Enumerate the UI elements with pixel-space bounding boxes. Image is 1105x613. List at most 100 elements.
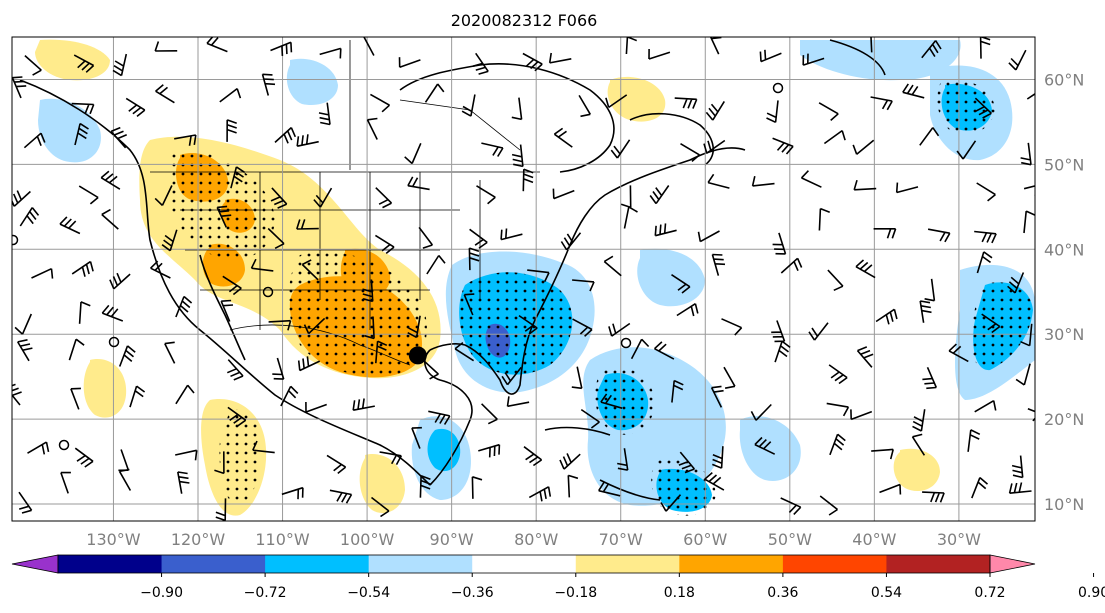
graticule: [12, 37, 1035, 521]
wind-barb: [552, 188, 575, 200]
latitude-labels: 60°N 50°N 40°N 30°N 20°N 10°N: [1044, 70, 1084, 514]
wind-barb: [164, 341, 176, 364]
wind-barb: [215, 498, 227, 521]
wind-barb: [74, 122, 89, 146]
colorbar-tick-label: −0.90: [140, 585, 183, 601]
colorbar-segment: [265, 555, 370, 573]
wind-barb: [109, 272, 131, 290]
wind-barb: [879, 483, 902, 495]
wind-barb: [572, 318, 593, 337]
wind-barb: [375, 340, 388, 364]
wind-barb: [78, 185, 99, 205]
wind-barb: [270, 187, 288, 209]
calm-circles: [12, 82, 784, 451]
wind-barb: [921, 40, 942, 59]
wind-barb: [24, 55, 42, 76]
wind-barb: [873, 228, 897, 239]
colorbar-segment: [472, 555, 577, 573]
wind-barb: [870, 96, 893, 111]
wind-barb: [78, 301, 91, 324]
wind-barb: [222, 275, 242, 296]
wind-barb: [902, 83, 925, 99]
wind-barb: [625, 37, 637, 55]
wind-barb: [374, 234, 395, 255]
wind-barb: [407, 315, 421, 339]
wind-barb: [411, 426, 422, 449]
wind-barb: [506, 396, 530, 408]
colorbar-under-arrow: [11, 554, 59, 574]
wind-barb: [68, 338, 85, 361]
wind-barb: [560, 232, 582, 251]
wind-barb: [118, 468, 132, 491]
wind-barb: [175, 295, 193, 318]
colorbar-tick-label: −0.54: [347, 585, 390, 601]
wind-barb: [366, 117, 378, 140]
wind-barb: [469, 228, 488, 249]
wind-barb: [118, 345, 136, 367]
map-frame: [11, 36, 1036, 522]
wind-barb: [855, 259, 876, 279]
wind-barb: [1015, 363, 1031, 386]
wind-barb: [511, 97, 523, 121]
significance-stippling: [170, 78, 1033, 516]
wind-barb: [404, 142, 422, 165]
map-title: 2020082312 F066: [451, 11, 598, 30]
wind-barb: [527, 269, 550, 282]
wind-barb: [150, 260, 171, 279]
wind-barb: [559, 453, 581, 470]
colorbar-segment: [161, 555, 266, 573]
wind-barb: [500, 228, 523, 241]
wind-barb: [313, 187, 333, 208]
wind-barb: [1011, 455, 1024, 479]
wind-barb: [771, 320, 786, 343]
wind-barb: [129, 385, 146, 408]
wind-barb: [268, 319, 292, 331]
wind-barb: [454, 341, 475, 362]
longitude-label: 110°W: [255, 530, 310, 549]
wind-barb: [976, 182, 996, 202]
wind-barb: [711, 253, 726, 276]
wind-barb: [750, 403, 772, 421]
wind-barb: [329, 489, 353, 504]
wind-barb: [226, 119, 237, 142]
wind-barb: [23, 132, 46, 149]
wind-barb: [100, 170, 121, 190]
wind-barb: [252, 440, 275, 454]
wind-barb: [426, 255, 446, 275]
wind-barb: [522, 52, 543, 72]
latitude-label: 40°N: [1044, 240, 1084, 259]
wind-barb: [472, 52, 489, 75]
wind-barb: [709, 37, 722, 55]
wind-barb: [154, 41, 178, 52]
longitude-label: 70°W: [599, 530, 643, 549]
wind-barb: [318, 102, 331, 126]
wind-barb: [780, 257, 803, 274]
wind-barb: [802, 53, 825, 66]
wind-barb: [1020, 323, 1033, 347]
latitude-label: 60°N: [1044, 70, 1084, 89]
wind-barb: [363, 37, 375, 56]
wind-barb: [911, 433, 926, 456]
colorbar-tick-label: 0.36: [767, 585, 798, 601]
wind-barb: [1008, 49, 1027, 71]
wind-barb: [919, 127, 940, 146]
wind-barb: [772, 232, 787, 255]
wind-barb: [623, 206, 638, 229]
wind-barb: [71, 260, 94, 277]
wind-barb: [829, 433, 846, 456]
colorbar-tick-label: −0.36: [451, 585, 494, 601]
longitude-labels: 130°W 120°W 110°W 100°W 90°W 80°W 70°W 60°W 50°W…: [86, 530, 981, 549]
wind-barb: [603, 255, 622, 277]
wind-barb: [370, 93, 391, 113]
wind-barb: [14, 313, 33, 335]
wind-barb: [922, 366, 938, 390]
wind-barb: [671, 274, 691, 294]
latitude-label: 30°N: [1044, 325, 1084, 344]
wind-barb: [704, 471, 725, 491]
wind-barb: [853, 179, 877, 191]
wind-barb: [528, 486, 552, 502]
wind-barb: [971, 476, 989, 499]
wind-barb: [379, 451, 403, 465]
wind-barb: [875, 308, 898, 325]
wind-barb: [751, 176, 775, 187]
